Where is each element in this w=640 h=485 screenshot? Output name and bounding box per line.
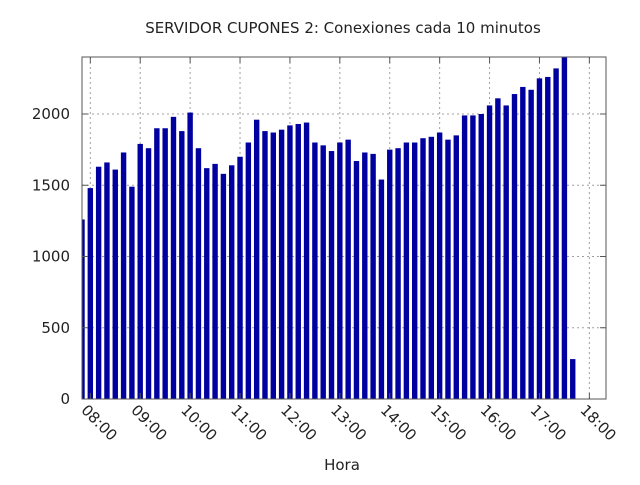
bar (486, 105, 493, 399)
bar (204, 168, 210, 399)
bar (262, 131, 268, 399)
bar (511, 94, 518, 400)
y-tick-label: 2000 (32, 105, 70, 123)
bar (170, 116, 177, 399)
x-tick-label: 08:00 (77, 401, 120, 444)
bar (353, 161, 360, 399)
bar (545, 76, 551, 399)
bar (570, 359, 576, 399)
bar (428, 136, 435, 400)
bar (237, 156, 243, 399)
bar (328, 151, 335, 399)
bar (195, 148, 202, 399)
plot-frame (81, 56, 607, 400)
x-tick-label: 10:00 (177, 401, 220, 444)
x-tick-label: 09:00 (127, 401, 170, 444)
chart-title: SERVIDOR CUPONES 2: Conexiones cada 10 m… (145, 19, 541, 37)
bar (403, 142, 410, 399)
bar (420, 138, 426, 399)
bar (270, 132, 277, 399)
bar (453, 135, 459, 399)
y-tick-label: 1000 (32, 248, 70, 266)
bar (95, 166, 102, 399)
x-axis-label: Hora (324, 456, 360, 474)
y-tick-label: 0 (60, 390, 70, 408)
bar (520, 86, 526, 400)
bar (120, 152, 127, 399)
bar (112, 169, 118, 399)
grid (82, 57, 606, 399)
x-tick-label: 17:00 (527, 401, 570, 444)
bar (561, 57, 568, 399)
bar (553, 68, 559, 400)
bar (312, 142, 318, 399)
x-tick-label: 14:00 (377, 401, 420, 444)
bar (229, 165, 235, 399)
x-tick-label: 11:00 (227, 401, 270, 444)
bar (411, 142, 418, 399)
bar (320, 145, 326, 399)
bar (145, 148, 152, 399)
bar (162, 128, 168, 399)
bar (287, 125, 293, 400)
y-tick-label: 1500 (32, 176, 70, 194)
bar (345, 139, 351, 399)
bar (187, 112, 193, 399)
bar (370, 153, 376, 399)
x-tick-label: 15:00 (427, 401, 470, 444)
bar (104, 162, 110, 399)
bar (495, 98, 501, 399)
bar (154, 128, 160, 399)
bar (378, 179, 385, 399)
bar (503, 105, 509, 399)
bar (461, 115, 468, 400)
bar (278, 129, 285, 400)
bar (470, 115, 476, 400)
bar (536, 78, 543, 399)
x-tick-label: 18:00 (577, 401, 620, 444)
y-tick-label: 500 (41, 319, 70, 337)
bar (436, 132, 443, 399)
bar (220, 173, 227, 399)
bar (362, 152, 368, 399)
bar (87, 188, 94, 399)
x-tick-label: 12:00 (277, 401, 320, 444)
bar (528, 89, 534, 400)
y-axis-ticks: 0 500 1000 1500 2000 (32, 105, 606, 408)
bars (82, 57, 576, 400)
bar (387, 149, 393, 399)
bar (129, 186, 135, 399)
bar (212, 163, 218, 399)
bar (445, 139, 451, 399)
bar (253, 119, 260, 399)
bar (295, 123, 301, 399)
bar (245, 142, 252, 399)
bar (179, 131, 185, 399)
x-tick-label: 13:00 (327, 401, 370, 444)
bar (478, 114, 484, 399)
bar (303, 122, 310, 400)
bar (137, 143, 143, 399)
x-tick-label: 16:00 (477, 401, 520, 444)
bar (337, 142, 343, 399)
bar (82, 219, 85, 399)
bar (395, 148, 401, 399)
